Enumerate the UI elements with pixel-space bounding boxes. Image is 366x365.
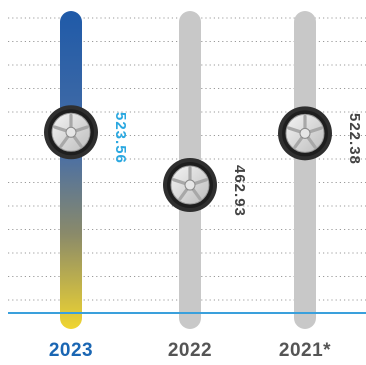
tire-wheel-icon [163,158,217,213]
data-label-1: 462.93 [231,165,248,217]
tire-wheel-icon [44,105,98,160]
data-label-0: 523.56 [112,112,129,165]
wheel-markers [44,105,332,213]
category-label-0: 2023 [48,340,94,361]
category-label-2: 2021* [278,340,332,361]
bar-track-0 [60,11,82,329]
bar-track-2 [294,11,316,329]
data-label-2: 522.38 [346,113,363,166]
tire-wheel-icon [278,106,332,161]
bar-tracks [60,11,316,329]
category-label-1: 2022 [167,340,213,361]
